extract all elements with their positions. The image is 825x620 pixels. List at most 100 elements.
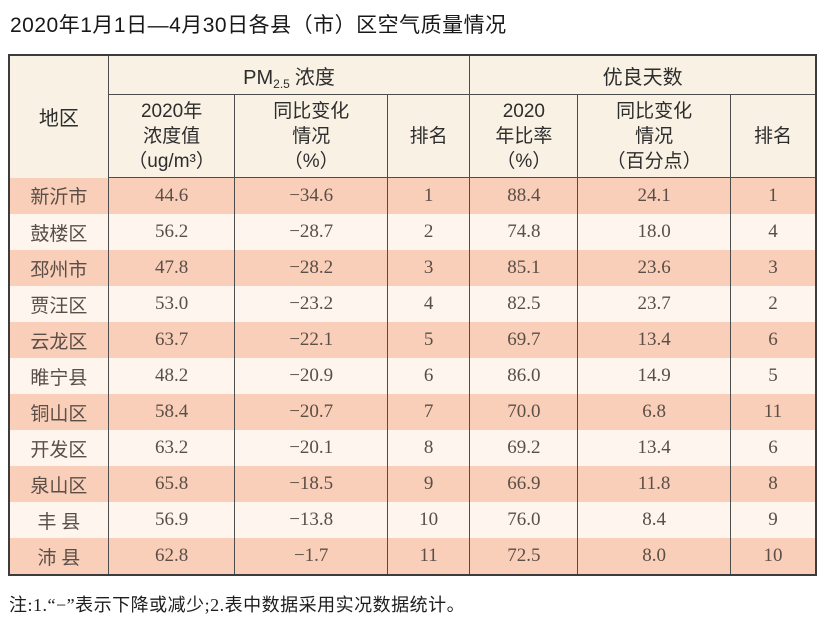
- table-header: 地区 PM2.5 浓度 优良天数 2020年 浓度值 （ug/m³） 同比变化 情…: [8, 55, 817, 178]
- region-cell: 云龙区: [8, 322, 109, 358]
- region-cell: 泉山区: [8, 466, 109, 502]
- good-rank-cell: 1: [729, 177, 817, 214]
- table-row: 鼓楼区 56.2 −28.7 2 74.8 18.0 4: [8, 214, 817, 250]
- good-change-cell: 13.4: [577, 322, 731, 358]
- pm-change-cell: −1.7: [234, 538, 388, 575]
- pm-rank-cell: 4: [386, 286, 471, 322]
- region-cell: 鼓楼区: [8, 214, 109, 250]
- good-change-cell: 11.8: [577, 466, 731, 502]
- table-row: 邳州市 47.8 −28.2 3 85.1 23.6 3: [8, 250, 817, 286]
- header-pm-change: 同比变化 情况 （%）: [234, 94, 388, 178]
- header-good-days-group: 优良天数: [469, 55, 817, 95]
- good-rank-cell: 4: [729, 214, 817, 250]
- good-rank-cell: 8: [729, 466, 817, 502]
- pm-change-cell: −20.1: [234, 430, 388, 466]
- region-cell: 睢宁县: [8, 358, 109, 394]
- pm-value-cell: 65.8: [107, 466, 236, 502]
- region-cell: 开发区: [8, 430, 109, 466]
- good-change-cell: 13.4: [577, 430, 731, 466]
- good-rank-cell: 3: [729, 250, 817, 286]
- pm-rank-cell: 8: [386, 430, 471, 466]
- pm-value-cell: 47.8: [107, 250, 236, 286]
- pm-value-cell: 62.8: [107, 538, 236, 575]
- good-change-cell: 23.6: [577, 250, 731, 286]
- region-cell: 丰 县: [8, 502, 109, 538]
- header-good-change: 同比变化 情况 （百分点）: [577, 94, 731, 178]
- good-rank-cell: 6: [729, 430, 817, 466]
- pm-rank-cell: 2: [386, 214, 471, 250]
- region-cell: 新沂市: [8, 177, 109, 214]
- region-cell: 沛 县: [8, 538, 109, 575]
- region-cell: 贾汪区: [8, 286, 109, 322]
- pm-value-cell: 56.9: [107, 502, 236, 538]
- pm-value-cell: 48.2: [107, 358, 236, 394]
- pm-value-cell: 53.0: [107, 286, 236, 322]
- pm-change-cell: −18.5: [234, 466, 388, 502]
- header-group-row: 地区 PM2.5 浓度 优良天数: [8, 55, 817, 178]
- pm-value-cell: 63.2: [107, 430, 236, 466]
- pm-rank-cell: 6: [386, 358, 471, 394]
- table-row: 铜山区 58.4 −20.7 7 70.0 6.8 11: [8, 394, 817, 430]
- header-good-rank: 排名: [729, 94, 817, 178]
- good-change-cell: 18.0: [577, 214, 731, 250]
- pm-value-cell: 44.6: [107, 177, 236, 214]
- pm-value-cell: 58.4: [107, 394, 236, 430]
- footnote: 注:1.“−”表示下降或减少;2.表中数据采用实况数据统计。: [9, 595, 466, 615]
- header-sub-row: 2020年 浓度值 （ug/m³） 同比变化 情况 （%） 排名 2020 年比…: [9, 94, 817, 178]
- page-title: 2020年1月1日—4月30日各县（市）区空气质量情况: [10, 14, 507, 37]
- pm-rank-cell: 11: [386, 538, 471, 575]
- header-pm-rank: 排名: [386, 94, 471, 178]
- table-row: 睢宁县 48.2 −20.9 6 86.0 14.9 5: [8, 358, 817, 394]
- table-row: 新沂市 44.6 −34.6 1 88.4 24.1 1: [8, 177, 817, 214]
- good-ratio-cell: 88.4: [469, 177, 579, 214]
- region-cell: 铜山区: [8, 394, 109, 430]
- pm-rank-cell: 3: [386, 250, 471, 286]
- good-change-cell: 6.8: [577, 394, 731, 430]
- good-ratio-cell: 69.7: [469, 322, 579, 358]
- header-pm-group: PM2.5 浓度: [107, 55, 471, 95]
- good-rank-cell: 9: [729, 502, 817, 538]
- pm-rank-cell: 1: [386, 177, 471, 214]
- pm-rank-cell: 7: [386, 394, 471, 430]
- good-ratio-cell: 74.8: [469, 214, 579, 250]
- pm-label: PM: [243, 66, 274, 89]
- pm-change-cell: −34.6: [234, 177, 388, 214]
- good-change-cell: 8.0: [577, 538, 731, 575]
- pm-rank-cell: 10: [386, 502, 471, 538]
- header-pm-value: 2020年 浓度值 （ug/m³）: [107, 94, 236, 178]
- pm-value-cell: 56.2: [107, 214, 236, 250]
- table-row: 贾汪区 53.0 −23.2 4 82.5 23.7 2: [8, 286, 817, 322]
- pm-change-cell: −28.2: [234, 250, 388, 286]
- table-row: 丰 县 56.9 −13.8 10 76.0 8.4 9: [8, 502, 817, 538]
- table-row: 泉山区 65.8 −18.5 9 66.9 11.8 8: [8, 466, 817, 502]
- pm-change-cell: −13.8: [234, 502, 388, 538]
- good-ratio-cell: 85.1: [469, 250, 579, 286]
- good-change-cell: 23.7: [577, 286, 731, 322]
- good-ratio-cell: 66.9: [469, 466, 579, 502]
- air-quality-table: 地区 PM2.5 浓度 优良天数 2020年 浓度值 （ug/m³） 同比变化 情…: [8, 54, 817, 576]
- table-body: 新沂市 44.6 −34.6 1 88.4 24.1 1 鼓楼区 56.2 −2…: [8, 177, 817, 575]
- pm-change-cell: −20.9: [234, 358, 388, 394]
- table-row: 开发区 63.2 −20.1 8 69.2 13.4 6: [8, 430, 817, 466]
- pm-subscript: 2.5: [273, 76, 290, 91]
- header-region: 地区: [8, 55, 109, 178]
- pm-change-cell: −20.7: [234, 394, 388, 430]
- pm-change-cell: −28.7: [234, 214, 388, 250]
- table-row: 沛 县 62.8 −1.7 11 72.5 8.0 10: [8, 538, 817, 575]
- pm-change-cell: −22.1: [234, 322, 388, 358]
- good-ratio-cell: 76.0: [469, 502, 579, 538]
- good-ratio-cell: 82.5: [469, 286, 579, 322]
- good-ratio-cell: 70.0: [469, 394, 579, 430]
- good-rank-cell: 10: [729, 538, 817, 575]
- good-change-cell: 14.9: [577, 358, 731, 394]
- pm-change-cell: −23.2: [234, 286, 388, 322]
- header-good-ratio: 2020 年比率 （%）: [469, 94, 579, 178]
- good-ratio-cell: 69.2: [469, 430, 579, 466]
- good-ratio-cell: 86.0: [469, 358, 579, 394]
- good-change-cell: 24.1: [577, 177, 731, 214]
- good-change-cell: 8.4: [577, 502, 731, 538]
- good-rank-cell: 5: [729, 358, 817, 394]
- good-rank-cell: 2: [729, 286, 817, 322]
- pm-rank-cell: 9: [386, 466, 471, 502]
